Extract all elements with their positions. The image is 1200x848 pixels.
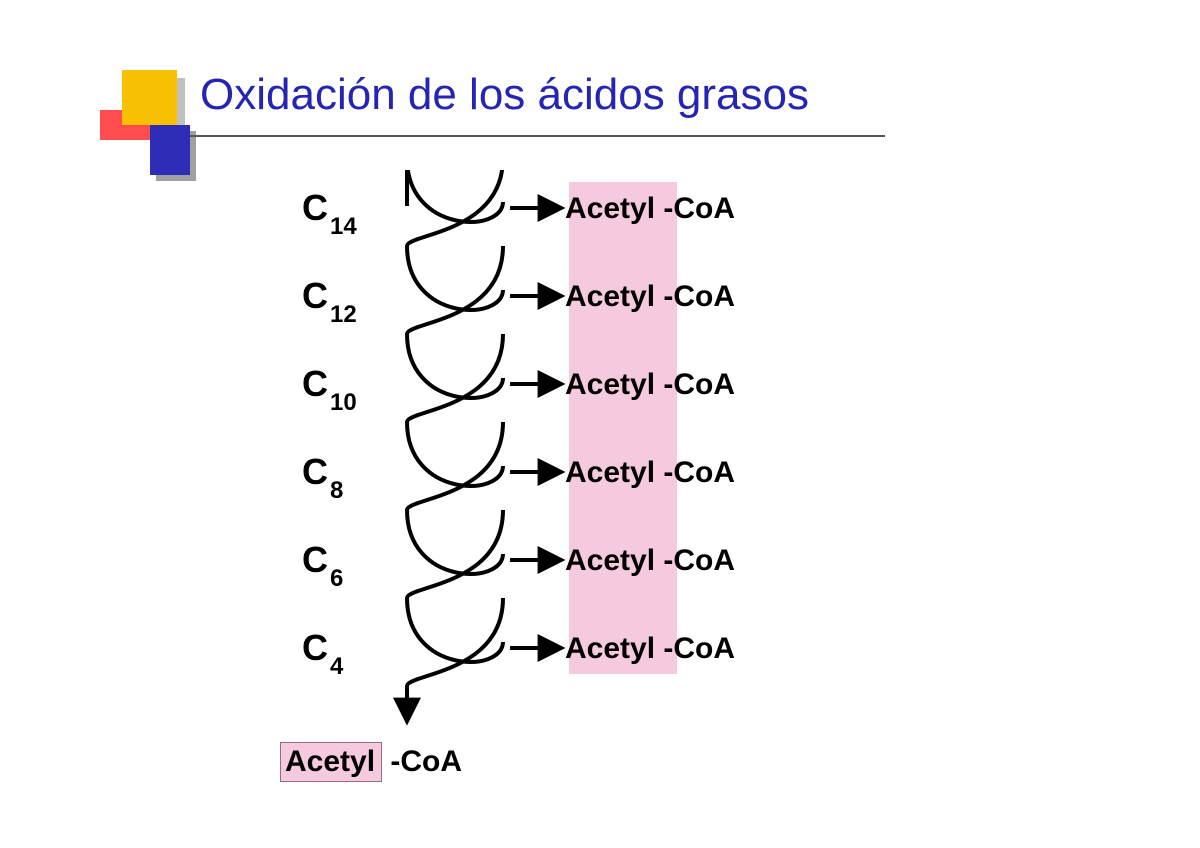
carbon-subscript: 8	[330, 477, 343, 504]
product-highlight: Acetyl	[565, 456, 655, 489]
spiral-loop	[407, 598, 503, 686]
product-highlight: Acetyl	[565, 632, 655, 665]
product-rest: -CoA	[655, 544, 735, 577]
carbon-symbol: C	[302, 451, 328, 492]
product-highlight: Acetyl	[565, 544, 655, 577]
product-rest: -CoA	[655, 192, 735, 225]
carbon-subscript: 10	[330, 389, 357, 416]
carbon-symbol: C	[302, 275, 328, 316]
carbon-symbol: C	[302, 539, 328, 580]
spiral-loop	[407, 422, 503, 510]
product-label: Acetyl -CoA	[565, 370, 735, 400]
product-label: Acetyl -CoA	[565, 634, 735, 664]
product-label: Acetyl -CoA	[565, 194, 735, 224]
product-highlight: Acetyl	[565, 368, 655, 401]
product-label: Acetyl -CoA	[565, 546, 735, 576]
product-rest: -CoA	[655, 632, 735, 665]
carbon-subscript: 4	[330, 653, 343, 680]
carbon-count-label: C12	[302, 278, 355, 321]
spiral-loop	[407, 246, 503, 334]
title-bullet-icon	[100, 70, 190, 160]
product-label: Acetyl -CoA	[565, 458, 735, 488]
spiral-loop	[407, 334, 503, 422]
product-rest: -CoA	[655, 456, 735, 489]
slide-title: Oxidación de los ácidos grasos	[200, 70, 809, 120]
product-rest: -CoA	[655, 280, 735, 313]
product-rest: -CoA	[655, 368, 735, 401]
title-underline	[105, 135, 885, 137]
spiral-loop	[407, 170, 503, 246]
final-product-rest: -CoA	[382, 745, 462, 778]
carbon-subscript: 6	[330, 565, 343, 592]
carbon-count-label: C10	[302, 366, 355, 409]
beta-oxidation-diagram: C14Acetyl -CoAC12Acetyl -CoAC10Acetyl -C…	[280, 170, 920, 790]
product-highlight: Acetyl	[565, 192, 655, 225]
carbon-subscript: 14	[330, 213, 357, 240]
carbon-subscript: 12	[330, 301, 357, 328]
carbon-symbol: C	[302, 627, 328, 668]
carbon-count-label: C14	[302, 190, 355, 233]
carbon-count-label: C8	[302, 454, 341, 497]
final-product-label: Acetyl -CoA	[280, 742, 462, 782]
product-highlight: Acetyl	[565, 280, 655, 313]
carbon-symbol: C	[302, 187, 328, 228]
carbon-count-label: C6	[302, 542, 341, 585]
final-product-highlight: Acetyl	[280, 742, 382, 782]
slide: Oxidación de los ácidos grasos C14Acetyl…	[0, 0, 1200, 848]
carbon-symbol: C	[302, 363, 328, 404]
product-label: Acetyl -CoA	[565, 282, 735, 312]
carbon-count-label: C4	[302, 630, 341, 673]
spiral-loop	[407, 510, 503, 598]
